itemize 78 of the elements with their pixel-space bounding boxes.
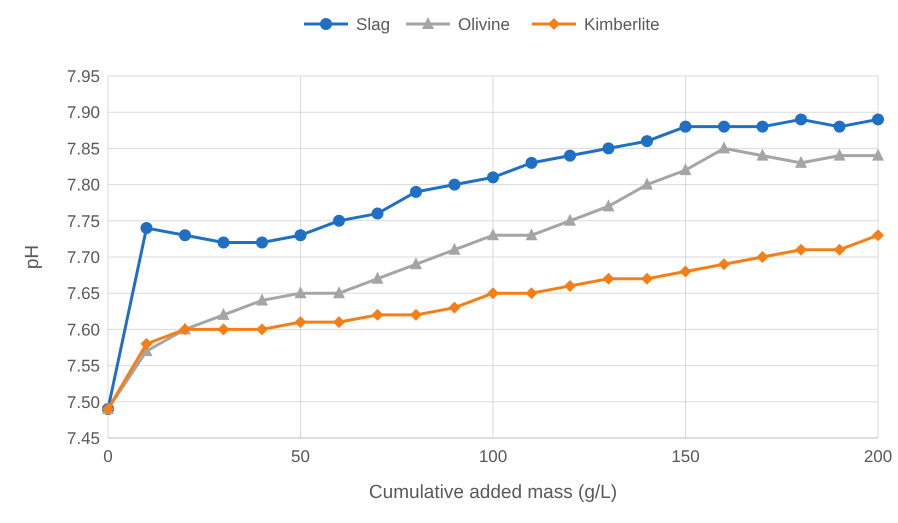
point: [256, 323, 268, 336]
point: [410, 257, 422, 270]
point: [448, 302, 460, 314]
point: [602, 142, 614, 154]
point: [294, 316, 306, 328]
y-tick-label: 7.70: [66, 248, 100, 267]
point: [680, 120, 692, 133]
point: [718, 120, 730, 133]
point: [795, 156, 807, 168]
point: [680, 163, 692, 176]
point: [602, 199, 614, 212]
point: [834, 148, 846, 161]
point: [140, 222, 152, 234]
legend-label: Kimberlite: [584, 15, 660, 34]
x-tick-label: 100: [478, 447, 508, 466]
point: [641, 178, 653, 190]
y-tick-label: 7.55: [66, 356, 100, 376]
y-axis-title: pH: [22, 244, 43, 270]
point: [448, 242, 460, 255]
legend-label: Slag: [356, 15, 390, 34]
point: [795, 244, 807, 256]
point: [179, 229, 191, 242]
x-tick-label: 50: [291, 447, 310, 466]
point: [526, 287, 538, 300]
point: [641, 135, 653, 148]
point: [718, 258, 730, 270]
point: [487, 287, 499, 300]
point: [333, 214, 345, 227]
point: [294, 286, 306, 298]
point: [795, 113, 807, 126]
point: [372, 208, 384, 220]
y-tick-label: 7.50: [66, 392, 100, 412]
point: [564, 214, 576, 226]
point: [872, 148, 884, 161]
point: [756, 148, 768, 161]
point: [756, 120, 768, 133]
point: [372, 272, 384, 284]
y-tick-label: 7.85: [66, 139, 100, 158]
point: [872, 113, 884, 126]
point: [564, 280, 576, 292]
point: [487, 228, 499, 240]
point: [410, 186, 422, 198]
x-tick-label: 0: [103, 447, 113, 466]
point: [834, 120, 846, 133]
point: [333, 286, 345, 298]
point: [834, 244, 846, 256]
y-tick-label: 7.80: [66, 176, 100, 195]
x-axis-title: Cumulative added mass (g/L): [368, 482, 618, 503]
point: [410, 308, 422, 321]
y-tick-label: 7.60: [66, 320, 100, 340]
point: [526, 156, 538, 169]
y-tick-label: 7.75: [66, 212, 100, 231]
point: [718, 141, 730, 154]
point: [448, 178, 460, 191]
point: [641, 272, 653, 285]
x-tick-label: 200: [864, 447, 892, 466]
y-tick-label: 7.45: [66, 429, 100, 448]
point: [602, 272, 614, 285]
point: [140, 338, 152, 350]
point: [294, 229, 306, 242]
point: [333, 316, 345, 328]
point: [256, 293, 268, 306]
y-tick-label: 7.90: [66, 103, 100, 122]
point: [218, 308, 230, 320]
y-tick-label: 7.65: [66, 284, 100, 304]
point: [680, 265, 692, 278]
legend-label: Olivine: [458, 15, 510, 34]
point: [256, 236, 268, 249]
point: [564, 150, 576, 162]
y-tick-label: 7.95: [66, 67, 100, 86]
x-tick-label: 150: [671, 447, 700, 466]
point: [372, 308, 384, 321]
point: [526, 228, 538, 240]
point: [218, 236, 230, 249]
point: [872, 229, 884, 242]
point: [756, 251, 768, 263]
point: [218, 323, 230, 336]
point: [487, 171, 499, 184]
